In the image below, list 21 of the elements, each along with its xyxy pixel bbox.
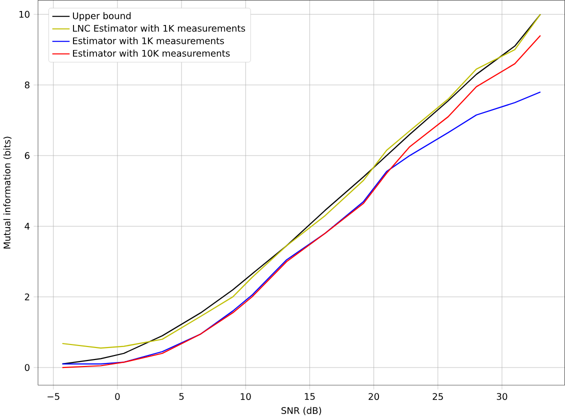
x-tick-label: 15	[304, 392, 315, 400]
y-tick-label: 4	[24, 222, 30, 230]
x-tick-label: 10	[240, 392, 251, 400]
legend-label: Estimator with 1K measurements	[73, 36, 224, 44]
y-tick-label: 8	[24, 81, 30, 88]
x-tick-label: 30	[496, 392, 508, 400]
legend-label: Upper bound	[72, 12, 131, 21]
x-tick-label: 25	[432, 392, 443, 400]
x-tick-label: 20	[368, 392, 379, 400]
x-axis-title: SNR (dB)	[281, 406, 322, 415]
line-series	[62, 91, 541, 364]
x-tick-label: 5	[179, 392, 184, 400]
x-tick-label: 0	[115, 392, 120, 400]
y-tick-label: 0	[24, 364, 30, 371]
y-axis-title: Mutual information (bits)	[3, 136, 12, 248]
legend-label: Estimator with 10K measurements	[73, 49, 230, 56]
y-tick-label: 6	[24, 152, 30, 159]
x-tick-label: −5	[48, 392, 60, 400]
y-tick-label: 10	[19, 10, 30, 18]
y-tick-label: 2	[24, 293, 30, 300]
legend-label: LNC Estimator with 1K measurements	[73, 24, 246, 32]
